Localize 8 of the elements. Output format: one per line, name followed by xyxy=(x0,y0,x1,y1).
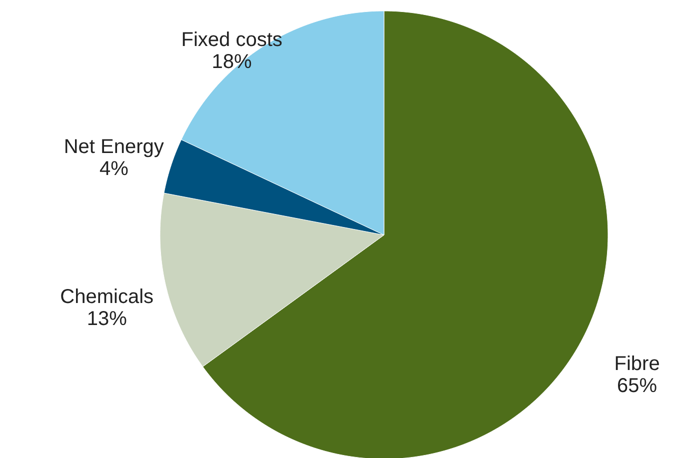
data-label: 18% xyxy=(212,51,252,73)
slice-label: Net Energy xyxy=(64,136,164,158)
slice-label: Chemicals xyxy=(60,286,154,308)
slice-label: Fibre xyxy=(614,352,660,375)
data-label: 13% xyxy=(86,308,128,330)
slice-label: Fixed costs xyxy=(181,29,282,51)
data-label: 4% xyxy=(99,158,129,180)
data-label: 65% xyxy=(617,374,658,397)
